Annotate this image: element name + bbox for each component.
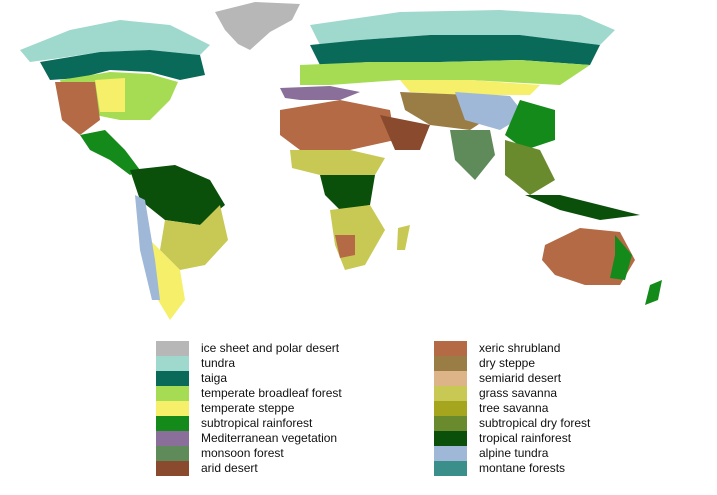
legend-swatch (434, 401, 467, 416)
australia-east (610, 235, 632, 280)
legend-right-column: xeric shrubland dry steppe semiarid dese… (434, 341, 590, 476)
legend-item-tree-savanna: tree savanna (434, 401, 590, 416)
southeast-asia (505, 140, 555, 195)
legend-item-arid-desert: arid desert (156, 461, 342, 476)
legend-item-taiga: taiga (156, 371, 342, 386)
indonesia (525, 195, 640, 220)
legend-label: monsoon forest (201, 446, 284, 460)
legend-label: subtropical dry forest (479, 416, 591, 430)
legend-label: xeric shrubland (479, 341, 561, 355)
kalahari (335, 235, 355, 258)
legend-label: subtropical rainforest (201, 416, 313, 430)
legend-item-semiarid-desert: semiarid desert (434, 371, 590, 386)
legend-item-subtropical-rainforest: subtropical rainforest (156, 416, 342, 431)
legend-item-temperate-steppe: temperate steppe (156, 401, 342, 416)
new-zealand (645, 280, 662, 305)
north-america-steppe (95, 78, 125, 112)
legend-swatch (156, 386, 189, 401)
legend-swatch (156, 461, 189, 476)
legend-item-alpine-tundra: alpine tundra (434, 446, 590, 461)
madagascar (397, 225, 410, 250)
legend-label: tree savanna (479, 401, 549, 415)
legend-label: tropical rainforest (479, 431, 572, 445)
legend-item-dry-steppe: dry steppe (434, 356, 590, 371)
legend-item-xeric-shrubland: xeric shrubland (434, 341, 590, 356)
eurasia-tundra (310, 10, 615, 45)
north-america-west (55, 82, 100, 135)
legend-item-grass-savanna: grass savanna (434, 386, 590, 401)
legend-label: alpine tundra (479, 446, 549, 460)
legend-label: semiarid desert (479, 371, 562, 385)
legend-swatch (156, 416, 189, 431)
central-america (80, 130, 140, 175)
india (450, 130, 495, 180)
legend-swatch (434, 371, 467, 386)
legend-item-tropical-rainforest: tropical rainforest (434, 431, 590, 446)
legend-swatch (156, 446, 189, 461)
legend-left-column: ice sheet and polar desert tundra taiga … (156, 341, 342, 476)
tibet (455, 92, 525, 130)
legend-item-subtropical-dry-forest: subtropical dry forest (434, 416, 590, 431)
legend-item-temperate-broadleaf: temperate broadleaf forest (156, 386, 342, 401)
legend-swatch (156, 356, 189, 371)
north-america-taiga (40, 50, 205, 80)
legend-swatch (434, 446, 467, 461)
east-asia (505, 100, 555, 150)
legend-swatch (156, 431, 189, 446)
legend-label: ice sheet and polar desert (201, 341, 340, 355)
andes (135, 195, 160, 300)
legend-label: temperate steppe (201, 401, 295, 415)
mediterranean (280, 86, 360, 100)
legend-label: temperate broadleaf forest (201, 386, 342, 400)
legend-item-monsoon-forest: monsoon forest (156, 446, 342, 461)
world-biome-map (20, 2, 662, 320)
legend-label: taiga (201, 371, 228, 385)
legend-swatch (156, 371, 189, 386)
legend-label: grass savanna (479, 386, 558, 400)
legend-label: Mediterranean vegetation (201, 431, 338, 445)
legend-item-mediterranean: Mediterranean vegetation (156, 431, 342, 446)
legend-swatch (434, 431, 467, 446)
legend-item-montane-forests: montane forests (434, 461, 590, 476)
eurasia-taiga (310, 35, 600, 65)
eurasia-temperate (300, 60, 590, 85)
congo (320, 175, 375, 210)
sahel (290, 150, 385, 175)
legend-swatch (434, 416, 467, 431)
legend-label: arid desert (201, 461, 258, 475)
arabia (380, 115, 430, 150)
north-america-tundra (20, 20, 210, 62)
legend-swatch (434, 386, 467, 401)
south-america-savanna (160, 205, 228, 270)
legend-swatch (156, 341, 189, 356)
legend-swatch (434, 461, 467, 476)
legend-item-tundra: tundra (156, 356, 342, 371)
eurasia-steppe (400, 80, 540, 95)
sahara (280, 100, 395, 150)
legend-label: tundra (201, 356, 236, 370)
legend-swatch (434, 356, 467, 371)
legend-swatch (434, 341, 467, 356)
south-america-rainforest (130, 165, 225, 225)
legend-item-ice-sheet: ice sheet and polar desert (156, 341, 342, 356)
legend-swatch (156, 401, 189, 416)
legend-label: dry steppe (479, 356, 536, 370)
greenland-ice (215, 2, 300, 50)
legend-label: montane forests (479, 461, 566, 475)
